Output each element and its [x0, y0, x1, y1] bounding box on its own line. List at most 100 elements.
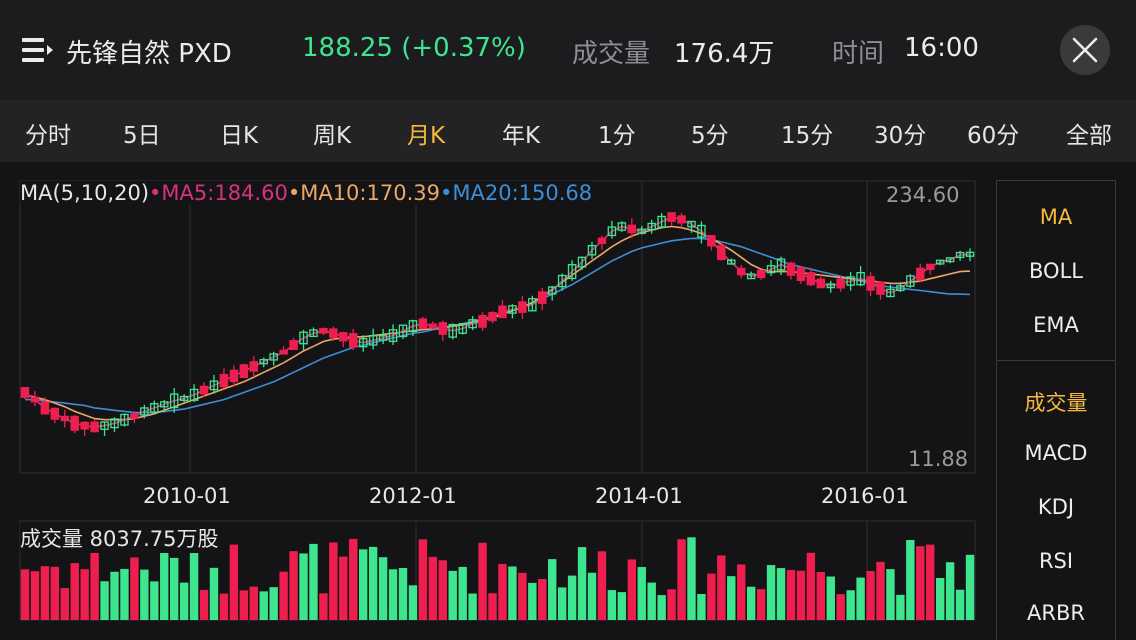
tab-5day[interactable]: 5日 [123, 123, 161, 149]
volume-bar [647, 582, 656, 620]
quote-header: 先锋自然 PXD 188.25 (+0.37%) 成交量 176.4万 时间 1… [0, 0, 1136, 100]
volume-bar [577, 547, 587, 620]
volume-bar [339, 556, 348, 620]
volume-bar [368, 546, 378, 620]
volume-bar [597, 551, 607, 620]
volume-bars [20, 537, 975, 620]
volume-bar [926, 544, 935, 620]
volume-bar [378, 557, 388, 620]
candle-body [418, 318, 428, 329]
tab-monthly-k[interactable]: 月K [407, 123, 446, 149]
indicator-macd[interactable]: MACD [1024, 441, 1088, 465]
candle-body [20, 387, 30, 398]
volume-bar [239, 590, 249, 620]
tab-daily-k[interactable]: 日K [220, 123, 259, 149]
volume-legend: 成交量 8037.75万股 [20, 523, 219, 553]
volume-bar [548, 559, 557, 620]
volume-bar [886, 569, 895, 620]
candle-body [677, 215, 686, 224]
kline-chart[interactable] [0, 0, 990, 640]
indicator-ma[interactable]: MA [1039, 205, 1073, 229]
candle-body [50, 407, 60, 420]
volume-bar [528, 582, 537, 620]
candle-body [179, 395, 189, 401]
volume-bar [826, 576, 835, 620]
indicator-kdj[interactable]: KDJ [1037, 495, 1075, 519]
tab-all[interactable]: 全部 [1066, 123, 1112, 149]
candle-body [388, 329, 398, 343]
candle-body [577, 256, 587, 268]
candle-body [448, 323, 457, 338]
candle-body [269, 353, 278, 361]
indicator-panel: MA BOLL EMA 成交量 MACD KDJ RSI ARBR [996, 180, 1116, 640]
candle-body [557, 274, 567, 288]
indicator-arbr[interactable]: ARBR [1027, 601, 1085, 625]
indicator-rsi[interactable]: RSI [1038, 549, 1074, 573]
y-axis-max-label: 234.60 [886, 183, 960, 207]
volume-bar [269, 587, 278, 620]
candle-body [637, 228, 646, 234]
candle-body [289, 340, 298, 351]
price-change: 188.25 (+0.37%) [302, 33, 526, 63]
panel-divider [997, 360, 1115, 361]
volume-bar [587, 572, 597, 620]
volume-bar [70, 563, 79, 620]
stock-name: 先锋自然 PXD [66, 39, 232, 69]
volume-bar [856, 577, 865, 620]
volume-bar [209, 567, 219, 620]
candle-body [319, 328, 328, 334]
volume-bar [518, 572, 527, 620]
tab-weekly-k[interactable]: 周K [313, 123, 352, 149]
x-tick-label: 2012-01 [369, 484, 457, 508]
volume-bar [776, 568, 786, 620]
candle-body [846, 276, 855, 286]
candle-body [150, 403, 159, 413]
close-button[interactable] [1060, 25, 1110, 75]
volume-label: 成交量 [572, 39, 651, 69]
tab-intraday[interactable]: 分时 [25, 123, 71, 149]
candle-body [547, 286, 557, 295]
candle-body [528, 298, 537, 312]
volume-bar [179, 582, 189, 620]
candle-body [876, 281, 885, 295]
volume-bar [746, 586, 756, 620]
indicator-boll[interactable]: BOLL [1029, 259, 1083, 283]
tab-yearly-k[interactable]: 年K [502, 123, 541, 149]
tab-60min[interactable]: 60分 [967, 123, 1020, 149]
tab-5min[interactable]: 5分 [691, 123, 729, 149]
volume-bar [816, 571, 826, 620]
candle-body [60, 415, 70, 422]
volume-bar [737, 564, 746, 620]
volume-bar [130, 557, 139, 620]
volume-bar [846, 590, 855, 620]
volume-bar [189, 539, 199, 620]
ma-lines [24, 216, 971, 428]
volume-bar [458, 566, 467, 620]
volume-bar [50, 566, 60, 620]
tab-30min[interactable]: 30分 [874, 123, 927, 149]
candle-body [697, 224, 706, 238]
volume-bar [667, 589, 676, 620]
candle-body [100, 421, 109, 430]
volume-bar [169, 557, 179, 620]
tab-1min[interactable]: 1分 [598, 123, 636, 149]
volume-bar [538, 579, 547, 620]
candle-body [110, 418, 119, 429]
menu-icon[interactable] [20, 36, 54, 64]
volume-bar [438, 560, 447, 620]
volume-bar [80, 569, 89, 620]
candle-body [896, 285, 905, 292]
volume-bar [468, 593, 477, 620]
candle-body [30, 396, 40, 403]
candle-body [816, 278, 826, 289]
volume-bar [299, 553, 308, 620]
ma20-value: •MA20:150.68 [439, 181, 593, 205]
volume-bar [935, 577, 945, 620]
candle-body [886, 288, 895, 298]
indicator-ema[interactable]: EMA [1033, 313, 1079, 337]
volume-bar [309, 543, 318, 620]
candle-body [189, 388, 199, 401]
tab-15min[interactable]: 15分 [781, 123, 834, 149]
indicator-volume[interactable]: 成交量 [1024, 391, 1088, 415]
candle-body [90, 421, 99, 433]
